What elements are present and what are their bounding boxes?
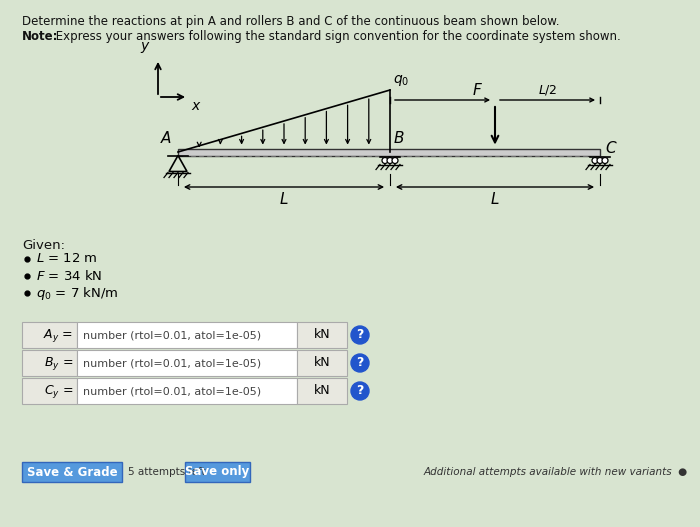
Circle shape [592, 158, 598, 163]
Text: Determine the reactions at pin A and rollers B and C of the continuous beam show: Determine the reactions at pin A and rol… [22, 15, 559, 28]
Text: $F$: $F$ [472, 82, 483, 98]
Text: number (rtol=0.01, atol=1e-05): number (rtol=0.01, atol=1e-05) [83, 358, 261, 368]
Bar [77, 322, 297, 348]
Text: Additional attempts available with new variants  ●: Additional attempts available with new v… [424, 467, 688, 477]
Bar [178, 149, 600, 155]
Text: $q_0$: $q_0$ [393, 73, 410, 88]
Circle shape [602, 158, 608, 163]
Bar [77, 378, 297, 404]
Text: Note:: Note: [22, 30, 59, 43]
Text: $q_0$ = 7 kN/m: $q_0$ = 7 kN/m [36, 285, 118, 301]
Text: $B$: $B$ [393, 130, 405, 146]
Text: $L/2$: $L/2$ [538, 83, 557, 97]
Text: Save & Grade: Save & Grade [27, 465, 118, 479]
Text: $A_y$ =: $A_y$ = [43, 327, 73, 344]
Text: $C$: $C$ [605, 140, 617, 156]
Text: $B_y$ =: $B_y$ = [43, 355, 73, 372]
Circle shape [351, 354, 369, 372]
Text: $L$: $L$ [279, 191, 289, 207]
Text: Save only: Save only [185, 465, 249, 479]
Circle shape [387, 158, 393, 163]
Bar [22, 462, 122, 482]
Circle shape [382, 158, 388, 163]
Bar [297, 322, 347, 348]
Text: ?: ? [356, 356, 364, 369]
Text: $L$ = 12 m: $L$ = 12 m [36, 252, 98, 266]
Text: $y$: $y$ [140, 40, 151, 55]
Circle shape [392, 158, 398, 163]
Bar [77, 350, 297, 376]
Bar [185, 462, 250, 482]
Text: ?: ? [356, 385, 364, 397]
Text: ?: ? [356, 328, 364, 341]
Text: Express your answers following the standard sign convention for the coordinate s: Express your answers following the stand… [52, 30, 621, 43]
Bar [22, 378, 77, 404]
Text: Given:: Given: [22, 239, 65, 252]
Text: kN: kN [314, 328, 330, 341]
Circle shape [597, 158, 603, 163]
Text: number (rtol=0.01, atol=1e-05): number (rtol=0.01, atol=1e-05) [83, 330, 261, 340]
Bar [22, 350, 77, 376]
Text: $C_y$ =: $C_y$ = [43, 383, 73, 399]
Text: kN: kN [314, 385, 330, 397]
Circle shape [351, 382, 369, 400]
Text: $x$: $x$ [191, 99, 202, 113]
Text: $A$: $A$ [160, 130, 172, 146]
Text: 5 attempts left: 5 attempts left [128, 467, 206, 477]
Bar [22, 322, 77, 348]
Bar [297, 350, 347, 376]
Text: number (rtol=0.01, atol=1e-05): number (rtol=0.01, atol=1e-05) [83, 386, 261, 396]
Text: kN: kN [314, 356, 330, 369]
Bar [297, 378, 347, 404]
Circle shape [351, 326, 369, 344]
Text: $L$: $L$ [490, 191, 500, 207]
Text: $F$ = 34 kN: $F$ = 34 kN [36, 269, 102, 283]
